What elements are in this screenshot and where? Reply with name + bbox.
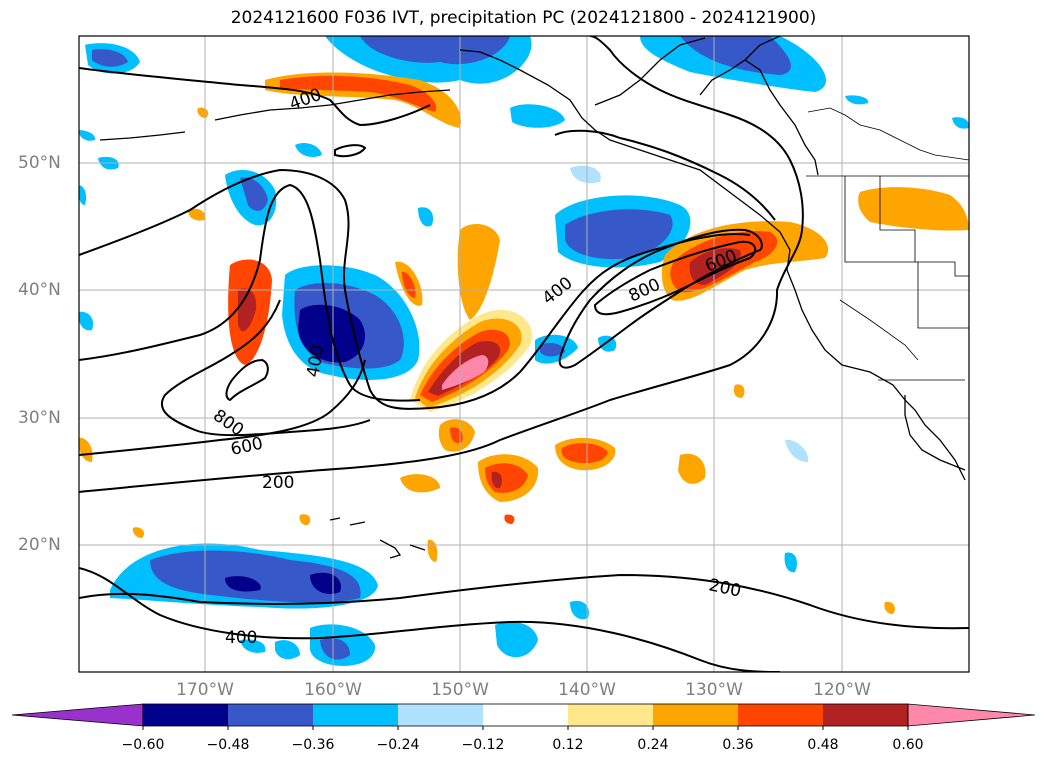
colorbar <box>12 704 1035 730</box>
latitude-label: 30°N <box>18 408 61 428</box>
colorbar-segment <box>228 704 313 726</box>
colorbar-extend-min <box>12 704 143 726</box>
colorbar-tick-label: 0.12 <box>552 737 583 753</box>
colorbar-segment <box>653 704 738 726</box>
colorbar-tick-label: 0.60 <box>892 737 923 753</box>
colorbar-segment <box>568 704 653 726</box>
colorbar-segment <box>483 704 568 726</box>
colorbar-tick-label: −0.60 <box>122 737 165 753</box>
longitude-label: 170°W <box>176 680 234 700</box>
latitude-label: 40°N <box>18 280 61 300</box>
longitude-label: 140°W <box>558 680 616 700</box>
latitude-label: 50°N <box>18 153 61 173</box>
longitude-label: 160°W <box>304 680 362 700</box>
latitude-label: 20°N <box>18 535 61 555</box>
colorbar-segment <box>143 704 228 726</box>
contour-label: 400 <box>225 628 257 648</box>
longitude-label: 150°W <box>431 680 489 700</box>
colorbar-tick-label: 0.48 <box>807 737 838 753</box>
colorbar-segment <box>313 704 398 726</box>
colorbar-segment <box>823 704 908 726</box>
longitude-label: 130°W <box>685 680 743 700</box>
colorbar-tick-label: −0.12 <box>462 737 505 753</box>
colorbar-tick-label: −0.48 <box>207 737 250 753</box>
longitude-label: 120°W <box>813 680 871 700</box>
contour-label: 200 <box>262 473 294 493</box>
colorbar-tick-label: −0.24 <box>377 737 420 753</box>
colorbar-tick-label: 0.36 <box>722 737 753 753</box>
colorbar-tick-label: −0.36 <box>292 737 335 753</box>
colorbar-extend-max <box>908 704 1035 726</box>
colorbar-segment <box>398 704 483 726</box>
colorbar-segment <box>738 704 823 726</box>
colorbar-tick-label: 0.24 <box>637 737 668 753</box>
